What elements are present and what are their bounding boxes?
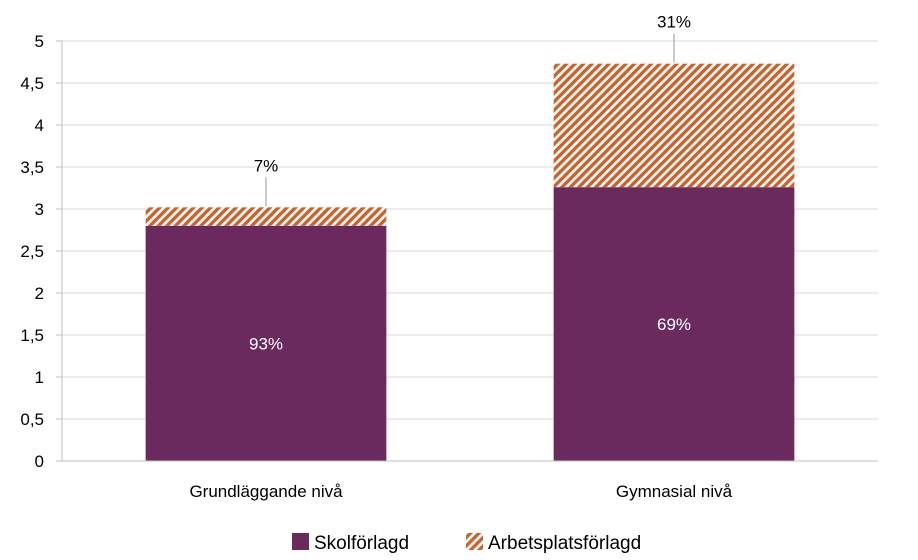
x-axis: Grundläggande nivå Gymnasial nivå [62, 460, 878, 501]
y-tick-label: 3 [35, 200, 44, 219]
y-axis: 0 0,5 1 1,5 2 2,5 3 3,5 4 4,5 5 [20, 32, 63, 471]
legend: Skolförlagd Arbetsplatsförlagd [292, 533, 641, 554]
y-tick-label: 1,5 [20, 326, 44, 345]
bar-skolforlagd [145, 225, 387, 461]
legend-swatch-arbetsplatsforlagd [466, 533, 483, 550]
data-label-arbetsplatsforlagd: 31% [657, 13, 691, 32]
legend-label-arbetsplatsforlagd: Arbetsplatsförlagd [488, 533, 641, 554]
y-tick-label: 4 [35, 116, 44, 135]
category-label: Gymnasial nivå [616, 482, 733, 501]
bars: 93% 7% 69% 31% [145, 13, 795, 461]
data-label-skolforlagd: 69% [657, 315, 691, 334]
y-tick-label: 2 [35, 284, 44, 303]
data-label-arbetsplatsforlagd: 7% [254, 156, 279, 175]
bar-arbetsplatsforlagd [553, 63, 795, 188]
y-tick-label: 3,5 [20, 158, 44, 177]
y-tick-label: 1 [35, 368, 44, 387]
y-tick-label: 0,5 [20, 410, 44, 429]
y-tick-label: 4,5 [20, 74, 44, 93]
category-label: Grundläggande nivå [189, 482, 343, 501]
data-label-skolforlagd: 93% [249, 334, 283, 353]
bar-arbetsplatsforlagd [145, 207, 387, 226]
legend-swatch-skolforlagd [292, 533, 309, 550]
y-tick-label: 2,5 [20, 242, 44, 261]
y-tick-label: 0 [35, 452, 44, 471]
bar-skolforlagd [553, 187, 795, 461]
legend-label-skolforlagd: Skolförlagd [314, 533, 409, 554]
y-tick-label: 5 [35, 32, 44, 51]
